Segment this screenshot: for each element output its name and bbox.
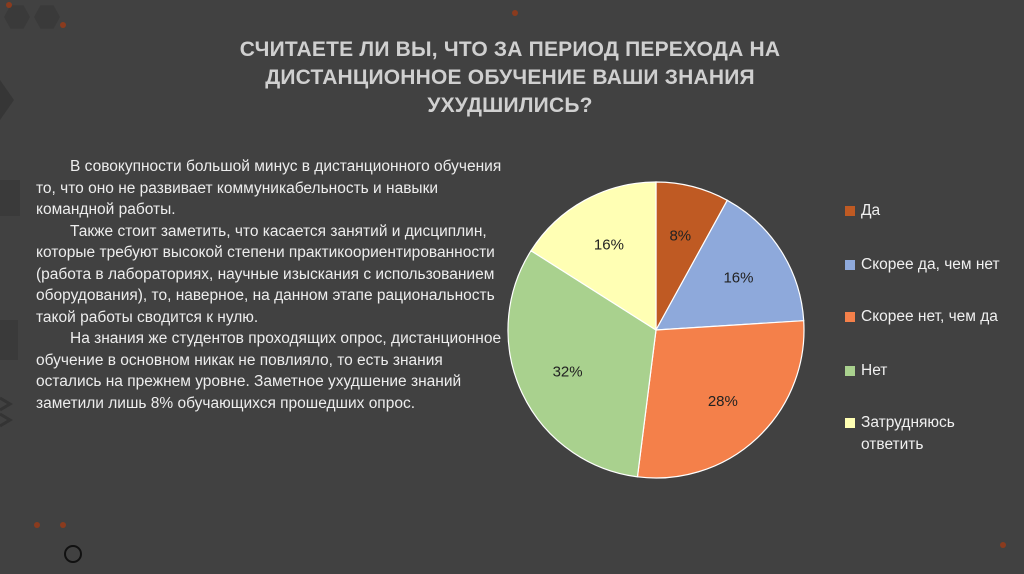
pie-data-label-2: 28% xyxy=(708,393,738,410)
decor-dot xyxy=(1000,542,1006,548)
pie-data-label-1: 16% xyxy=(723,270,753,287)
decor-dot xyxy=(60,22,66,28)
legend-swatch xyxy=(845,260,855,270)
decor-hexagon xyxy=(34,5,60,29)
legend-label: Скорее нет, чем да xyxy=(861,308,998,325)
legend-item: Скорее да, чем нет xyxy=(845,254,1011,276)
legend-item: Скорее нет, чем да xyxy=(845,306,1011,328)
legend-label: Да xyxy=(861,202,881,219)
pie-slice-2 xyxy=(636,320,805,479)
legend-swatch xyxy=(845,312,855,322)
decor-dot xyxy=(512,10,518,16)
pie-chart: 8% 16% 28% 32% 16% xyxy=(507,181,805,479)
decor-side-shapes xyxy=(0,80,20,428)
legend-label: Скорее да, чем нет xyxy=(861,256,1000,273)
legend-item: Нет xyxy=(845,360,1011,382)
legend-item: Затрудняюсь ответить xyxy=(845,412,1011,456)
decor-dot xyxy=(60,522,66,528)
paragraph: В совокупности большой минус в дистанцио… xyxy=(36,158,502,218)
pie-data-label-4: 16% xyxy=(594,236,624,253)
slide-title: СЧИТАЕТЕ ЛИ ВЫ, ЧТО ЗА ПЕРИОД ПЕРЕХОДА Н… xyxy=(239,38,781,117)
pie-slice-4 xyxy=(530,181,657,332)
decor-dot xyxy=(6,2,12,8)
legend-item: Да xyxy=(845,200,1011,222)
pie-slice-1 xyxy=(654,199,805,331)
paragraph: На знания же студентов проходящих опрос,… xyxy=(36,330,502,412)
decor-dot xyxy=(34,522,40,528)
legend-swatch xyxy=(845,366,855,376)
body-text: В совокупности большой минус в дистанцио… xyxy=(36,156,506,414)
pie-data-label-3: 32% xyxy=(553,364,583,381)
legend-swatch xyxy=(845,206,855,216)
decor-hexagon xyxy=(4,5,30,29)
paragraph: Также стоит заметить, что касается занят… xyxy=(36,222,495,326)
slide-indicator xyxy=(64,545,82,563)
legend-label: Затрудняюсь ответить xyxy=(861,414,955,453)
legend-swatch xyxy=(845,418,855,428)
pie-data-label-0: 8% xyxy=(669,227,691,244)
legend-label: Нет xyxy=(861,362,888,379)
